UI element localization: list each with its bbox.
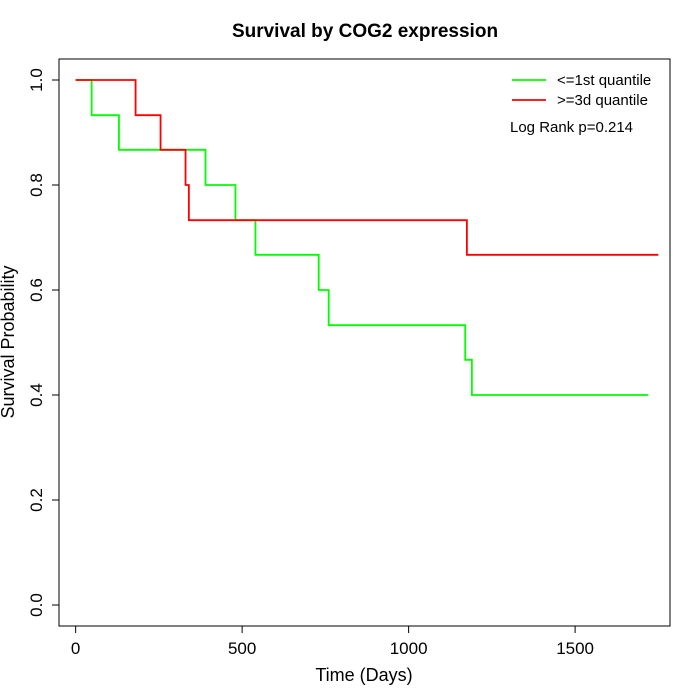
y-tick-label: 0.4	[27, 383, 46, 407]
plot-frame	[58, 58, 671, 627]
y-tick-label: 1.0	[27, 68, 46, 92]
legend: <=1st quantile >=3d quantile	[512, 72, 651, 109]
x-tick-label: 1500	[556, 639, 594, 658]
y-tick-label: 0.0	[27, 593, 46, 617]
x-tick-label: 500	[228, 639, 256, 658]
y-tick-label: 0.8	[27, 173, 46, 197]
chart-title: Survival by COG2 expression	[232, 21, 498, 42]
log-rank-annotation: Log Rank p=0.214	[510, 119, 633, 136]
y-tick-label: 0.6	[27, 278, 46, 302]
y-axis-label: Survival Probability	[0, 265, 18, 418]
series-layer	[75, 79, 659, 396]
x-axis: 0 500 1000 1500	[71, 626, 594, 658]
x-axis-label: Time (Days)	[315, 665, 412, 685]
y-axis: 0.0 0.2 0.4 0.6 0.8 1.0	[27, 68, 59, 617]
series-line-1	[75, 79, 659, 256]
y-tick-label: 0.2	[27, 488, 46, 512]
series-line-0	[75, 79, 649, 396]
x-tick-label: 0	[71, 639, 80, 658]
legend-label-0: <=1st quantile	[557, 72, 651, 89]
x-tick-label: 1000	[390, 639, 428, 658]
legend-label-1: >=3d quantile	[557, 92, 648, 109]
